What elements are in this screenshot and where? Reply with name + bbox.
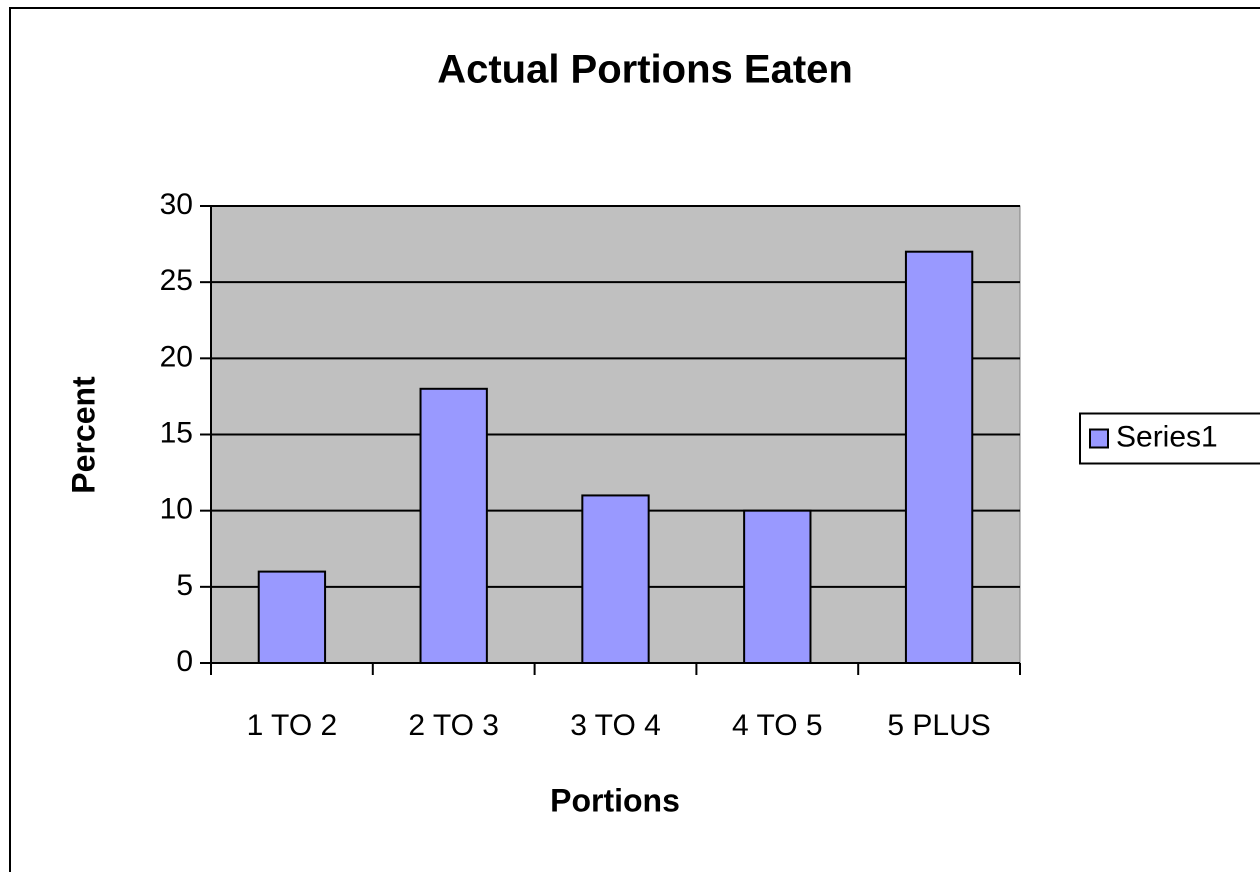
y-tick-label: 30	[160, 188, 193, 221]
bar	[419, 387, 488, 664]
x-tick-label: 1 TO 2	[247, 709, 338, 742]
x-tick-label: 4 TO 5	[732, 709, 823, 742]
x-tick-label: 2 TO 3	[408, 709, 499, 742]
bar	[743, 509, 812, 664]
x-tick-label: 5 PLUS	[887, 709, 990, 742]
bar	[581, 494, 650, 664]
legend-box	[1079, 412, 1260, 465]
bar	[257, 570, 327, 664]
y-axis-label: Percent	[65, 376, 101, 494]
y-tick-label: 5	[176, 569, 193, 602]
legend-swatch	[1089, 428, 1109, 449]
y-tick-label: 20	[160, 340, 193, 373]
y-tick-label: 25	[160, 264, 193, 297]
y-tick-label: 0	[176, 645, 193, 678]
legend-label: Series1	[1116, 420, 1218, 453]
y-tick-label: 10	[160, 493, 193, 526]
x-axis-label: Portions	[550, 782, 680, 818]
chart-title: Actual Portions Eaten	[437, 48, 853, 92]
x-tick-label: 3 TO 4	[570, 709, 661, 742]
bar	[904, 250, 974, 664]
y-tick-label: 15	[160, 416, 193, 449]
